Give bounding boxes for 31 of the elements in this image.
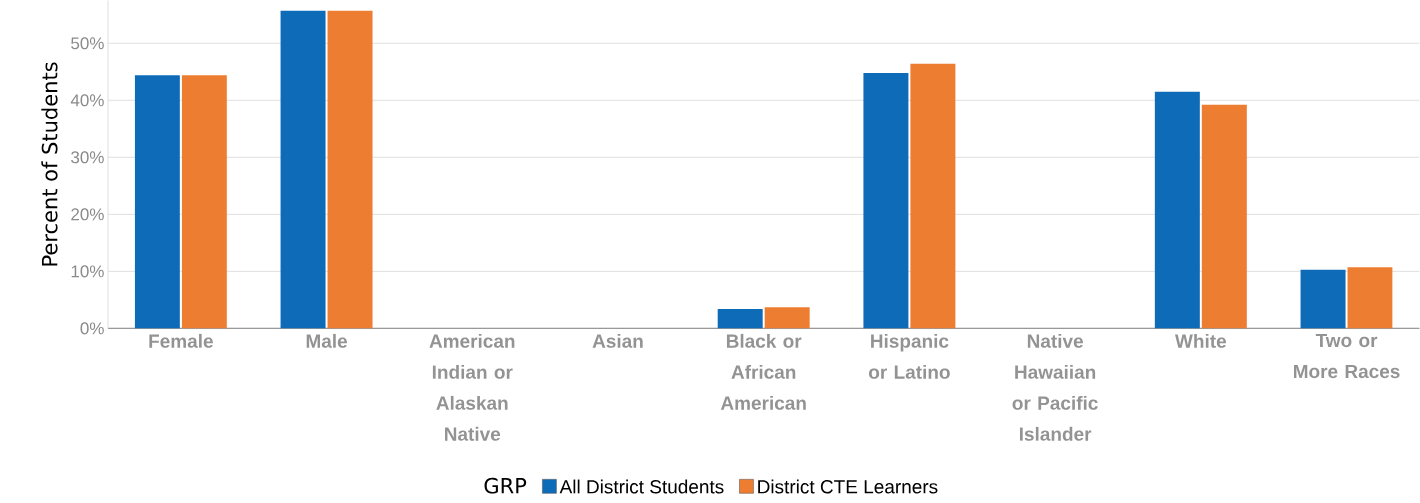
bar — [181, 75, 227, 329]
y-tick-label: 0% — [80, 322, 104, 335]
bar — [910, 63, 956, 329]
x-tick-label: Two or More Races — [1293, 333, 1400, 378]
bar — [327, 10, 373, 329]
y-tick-label: 50% — [71, 37, 104, 50]
bar — [134, 75, 180, 329]
x-tick-label: Hispanic or Latino — [868, 333, 950, 379]
bar — [280, 10, 326, 329]
x-tick-label: Black or African American — [720, 333, 806, 410]
bar — [1154, 91, 1200, 329]
legend-title: GRP — [484, 477, 527, 494]
y-tick-label: 10% — [71, 265, 104, 278]
bar — [717, 308, 763, 329]
x-tick-label: Native Hawaiian or Pacific Islander — [1012, 333, 1098, 441]
legend-label: District CTE Learners — [758, 479, 938, 494]
x-tick-label: Male — [306, 333, 347, 348]
bar — [1300, 269, 1346, 329]
x-tick-label: American Indian or Alaskan Native — [429, 333, 515, 441]
bar — [764, 307, 810, 329]
legend-label: All District Students — [559, 479, 724, 494]
y-tick-label: 40% — [70, 94, 104, 107]
x-tick-label: Female — [149, 333, 213, 348]
bar — [1347, 267, 1393, 329]
bar — [1201, 104, 1247, 329]
y-tick-label: 20% — [71, 208, 104, 221]
y-axis-title: Percent of Students — [41, 62, 58, 266]
x-tick-label: Asian — [592, 333, 643, 348]
bar — [863, 72, 909, 329]
y-tick-label: 30% — [71, 151, 104, 164]
x-tick-label: White — [1175, 333, 1227, 348]
